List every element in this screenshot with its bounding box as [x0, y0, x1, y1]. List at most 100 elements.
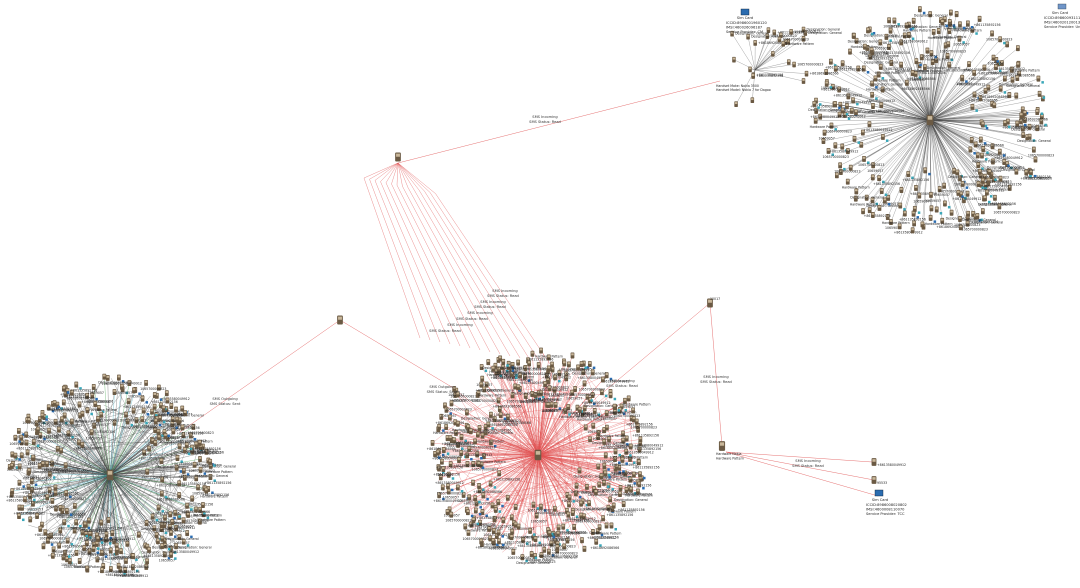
- phone-icon[interactable]: [913, 206, 917, 212]
- phone-icon[interactable]: [956, 190, 960, 196]
- bundle-edge[interactable]: [425, 191, 531, 360]
- hub-phone-icon[interactable]: [719, 441, 725, 451]
- phone-icon[interactable]: [534, 536, 538, 542]
- phone-icon[interactable]: [870, 81, 874, 87]
- phone-icon[interactable]: [914, 58, 918, 64]
- phone-icon[interactable]: [25, 440, 29, 446]
- phone-icon[interactable]: [175, 417, 179, 423]
- phone-icon[interactable]: [594, 489, 598, 495]
- phone-icon[interactable]: [17, 505, 21, 511]
- phone-icon[interactable]: [497, 530, 501, 536]
- phone-icon[interactable]: [531, 351, 535, 357]
- phone-icon[interactable]: [164, 433, 168, 439]
- phone-icon[interactable]: [1002, 159, 1006, 165]
- phone-icon[interactable]: [870, 92, 874, 98]
- phone-icon[interactable]: [612, 503, 616, 509]
- phone-icon[interactable]: [124, 558, 128, 564]
- bundle-fan-edge[interactable]: [398, 163, 430, 192]
- phone-icon[interactable]: [486, 359, 490, 365]
- phone-icon[interactable]: [573, 386, 577, 392]
- phone-icon[interactable]: [489, 481, 493, 487]
- phone-icon[interactable]: [829, 59, 833, 65]
- phone-icon[interactable]: [50, 498, 54, 504]
- phone-icon[interactable]: [1023, 110, 1027, 116]
- phone-icon[interactable]: [871, 174, 875, 180]
- phone-icon[interactable]: [440, 459, 444, 465]
- phone-icon[interactable]: [556, 531, 560, 537]
- phone-icon[interactable]: [478, 425, 482, 431]
- phone-icon[interactable]: [497, 538, 501, 544]
- bundle-edge[interactable]: [403, 186, 491, 352]
- phone-icon[interactable]: [169, 552, 173, 558]
- phone-icon[interactable]: [42, 543, 46, 549]
- phone-icon[interactable]: [983, 65, 987, 71]
- phone-icon[interactable]: [981, 121, 985, 127]
- phone-icon[interactable]: [496, 499, 500, 505]
- phone-icon[interactable]: [18, 464, 22, 470]
- bundle-fan-edge[interactable]: [398, 163, 419, 190]
- phone-icon[interactable]: [13, 435, 17, 441]
- phone-icon[interactable]: [993, 195, 997, 201]
- phone-icon[interactable]: [852, 33, 856, 39]
- phone-icon[interactable]: [625, 487, 629, 493]
- phone-icon[interactable]: [781, 41, 785, 47]
- phone-icon[interactable]: [53, 400, 57, 406]
- phone-icon[interactable]: [196, 484, 200, 490]
- phone-icon[interactable]: [467, 494, 471, 500]
- phone-icon[interactable]: [923, 64, 927, 70]
- phone-icon[interactable]: [966, 21, 970, 27]
- phone-icon[interactable]: [57, 543, 61, 549]
- phone-icon[interactable]: [90, 429, 94, 435]
- phone-icon[interactable]: [74, 382, 78, 388]
- phone-icon[interactable]: [131, 553, 135, 559]
- legend-sim-top-center[interactable]: Sim Card ICCID:8986001960120 IMSI:460026…: [726, 9, 768, 34]
- phone-icon[interactable]: [92, 384, 96, 390]
- phone-icon[interactable]: [1016, 62, 1020, 68]
- phone-icon[interactable]: [548, 530, 552, 536]
- phone-icon[interactable]: [73, 503, 77, 509]
- phone-icon[interactable]: [602, 463, 606, 469]
- phone-icon[interactable]: [584, 425, 588, 431]
- phone-icon[interactable]: [553, 506, 557, 512]
- phone-icon[interactable]: [510, 534, 514, 540]
- phone-icon[interactable]: [911, 70, 915, 76]
- phone-icon[interactable]: [930, 205, 934, 211]
- phone-icon[interactable]: [473, 495, 477, 501]
- phone-icon[interactable]: [472, 517, 476, 523]
- phone-icon[interactable]: [96, 536, 100, 542]
- phone-icon[interactable]: [446, 509, 450, 515]
- phone-icon[interactable]: [863, 44, 867, 50]
- phone-icon[interactable]: [510, 529, 514, 535]
- phone-icon[interactable]: [194, 507, 198, 513]
- phone-icon[interactable]: [492, 528, 496, 534]
- phone-icon[interactable]: [978, 16, 982, 22]
- phone-icon[interactable]: [75, 550, 79, 556]
- phone-icon[interactable]: [27, 484, 31, 490]
- phone-icon[interactable]: [966, 191, 970, 197]
- phone-icon[interactable]: [903, 211, 907, 217]
- phone-icon[interactable]: [977, 181, 981, 187]
- phone-icon[interactable]: [771, 51, 775, 57]
- phone-icon[interactable]: [632, 416, 636, 422]
- phone-icon[interactable]: [54, 485, 58, 491]
- bundle-fan-edge[interactable]: [381, 163, 399, 182]
- phone-icon[interactable]: [168, 511, 172, 517]
- phone-icon[interactable]: [18, 480, 22, 486]
- phone-icon[interactable]: [10, 463, 14, 469]
- phone-icon[interactable]: [119, 548, 123, 554]
- phone-icon[interactable]: [898, 203, 902, 209]
- phone-icon[interactable]: [923, 167, 927, 173]
- phone-icon[interactable]: [906, 171, 910, 177]
- phone-icon[interactable]: [746, 34, 750, 40]
- phone-icon[interactable]: [947, 62, 951, 68]
- phone-icon[interactable]: [961, 181, 965, 187]
- phone-icon[interactable]: [1003, 120, 1007, 126]
- phone-icon[interactable]: [147, 547, 151, 553]
- phone-icon[interactable]: [605, 523, 609, 529]
- phone-icon[interactable]: [949, 10, 953, 16]
- edge-left-link[interactable]: [180, 320, 340, 432]
- phone-icon[interactable]: [998, 36, 1002, 42]
- phone-icon[interactable]: [474, 508, 478, 514]
- phone-icon[interactable]: [78, 558, 82, 564]
